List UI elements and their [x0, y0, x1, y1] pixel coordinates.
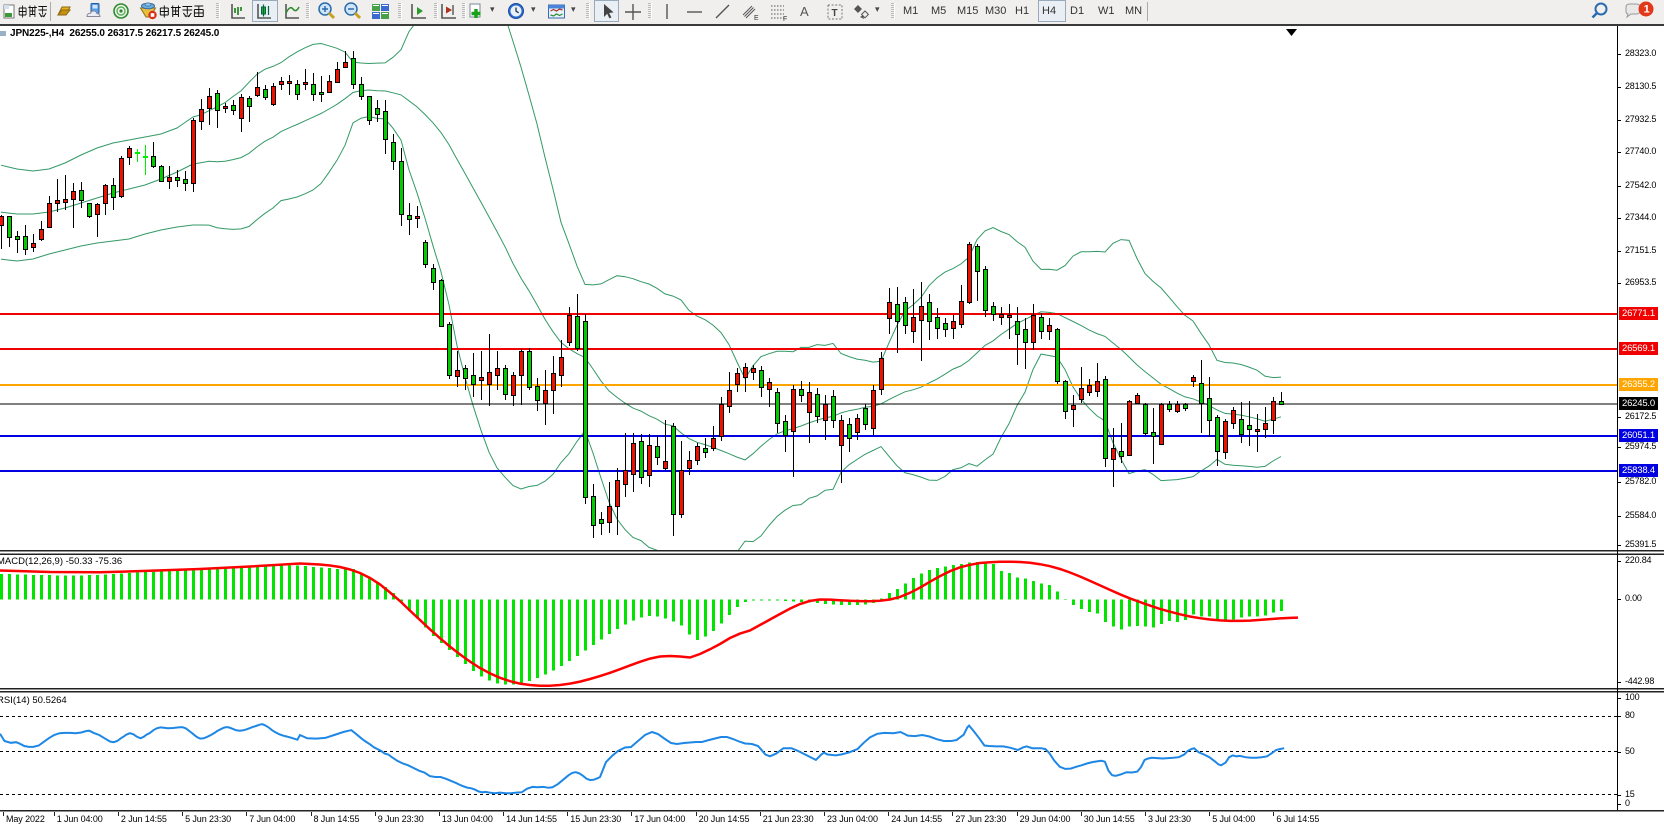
- svg-text:E: E: [754, 15, 759, 22]
- svg-text:F: F: [783, 16, 787, 23]
- svg-text:1: 1: [1644, 4, 1650, 16]
- svg-text:T: T: [832, 8, 838, 19]
